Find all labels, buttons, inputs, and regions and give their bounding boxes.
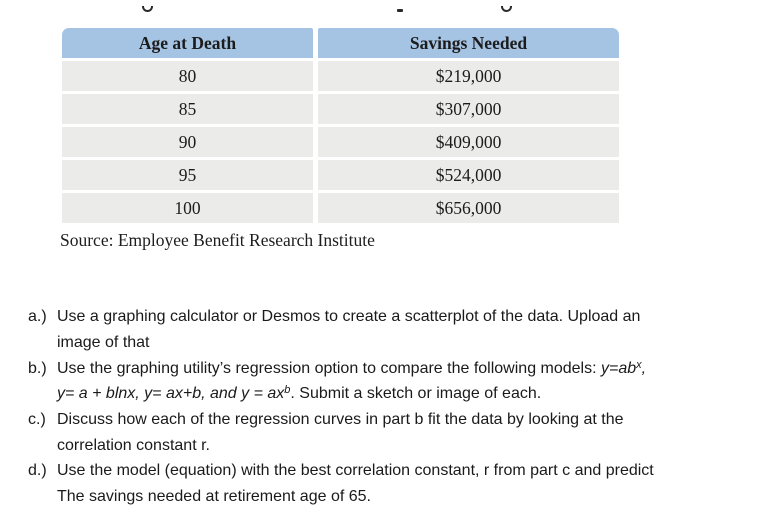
question-b-text-end: . Submit a sketch or image of each. (290, 385, 542, 402)
savings-table: Age at Death Savings Needed 80 $219,000 … (62, 28, 619, 226)
age-cell: 95 (62, 160, 313, 190)
column-header-savings: Savings Needed (318, 28, 619, 58)
savings-cell: $409,000 (318, 127, 619, 157)
table-row: 85 $307,000 (62, 94, 619, 124)
savings-cell: $219,000 (318, 61, 619, 91)
question-b-text: Use the graphing utility’s regression op… (57, 360, 601, 377)
table-row: 95 $524,000 (62, 160, 619, 190)
table-header-row: Age at Death Savings Needed (62, 28, 619, 58)
comma: , (641, 360, 647, 377)
question-b-line2: y= a + blnx, y= ax+b, and y = axb. Submi… (57, 384, 541, 405)
question-d-label: d.) (28, 462, 47, 479)
question-a-line1: Use a graphing calculator or Desmos to c… (57, 308, 641, 325)
exponent-b: b (284, 384, 291, 396)
source-attribution: Source: Employee Benefit Research Instit… (60, 230, 375, 250)
question-c-line1: Discuss how each of the regression curve… (57, 411, 624, 428)
question-c-label: c.) (28, 411, 46, 428)
model-equations-log-linear-power: y= a + blnx, y= ax+b, and y = ax (57, 385, 285, 402)
question-b-line1: Use the graphing utility’s regression op… (57, 359, 646, 380)
savings-cell: $656,000 (318, 193, 619, 223)
age-cell: 100 (62, 193, 313, 223)
table-row: 100 $656,000 (62, 193, 619, 223)
question-d-line1: Use the model (equation) with the best c… (57, 462, 654, 479)
question-a-label: a.) (28, 308, 47, 325)
question-a-line2: image of that (57, 334, 150, 351)
table-row: 80 $219,000 (62, 61, 619, 91)
age-cell: 90 (62, 127, 313, 157)
question-b-label: b.) (28, 360, 47, 377)
savings-cell: $307,000 (318, 94, 619, 124)
cropped-text-fragment (501, 6, 512, 12)
question-d-line2: The savings needed at retirement age of … (57, 488, 371, 505)
model-equation-exponential: y=ab (601, 360, 637, 377)
table-row: 90 $409,000 (62, 127, 619, 157)
savings-cell: $524,000 (318, 160, 619, 190)
cropped-text-fragment (142, 6, 153, 12)
age-cell: 80 (62, 61, 313, 91)
question-c-line2: correlation constant r. (57, 437, 210, 454)
cropped-text-fragment (397, 9, 403, 12)
column-header-age: Age at Death (62, 28, 313, 58)
age-cell: 85 (62, 94, 313, 124)
exponent-x: x (636, 359, 642, 371)
